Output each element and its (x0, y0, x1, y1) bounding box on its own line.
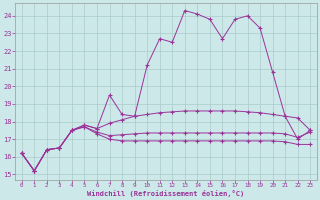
X-axis label: Windchill (Refroidissement éolien,°C): Windchill (Refroidissement éolien,°C) (87, 190, 244, 197)
